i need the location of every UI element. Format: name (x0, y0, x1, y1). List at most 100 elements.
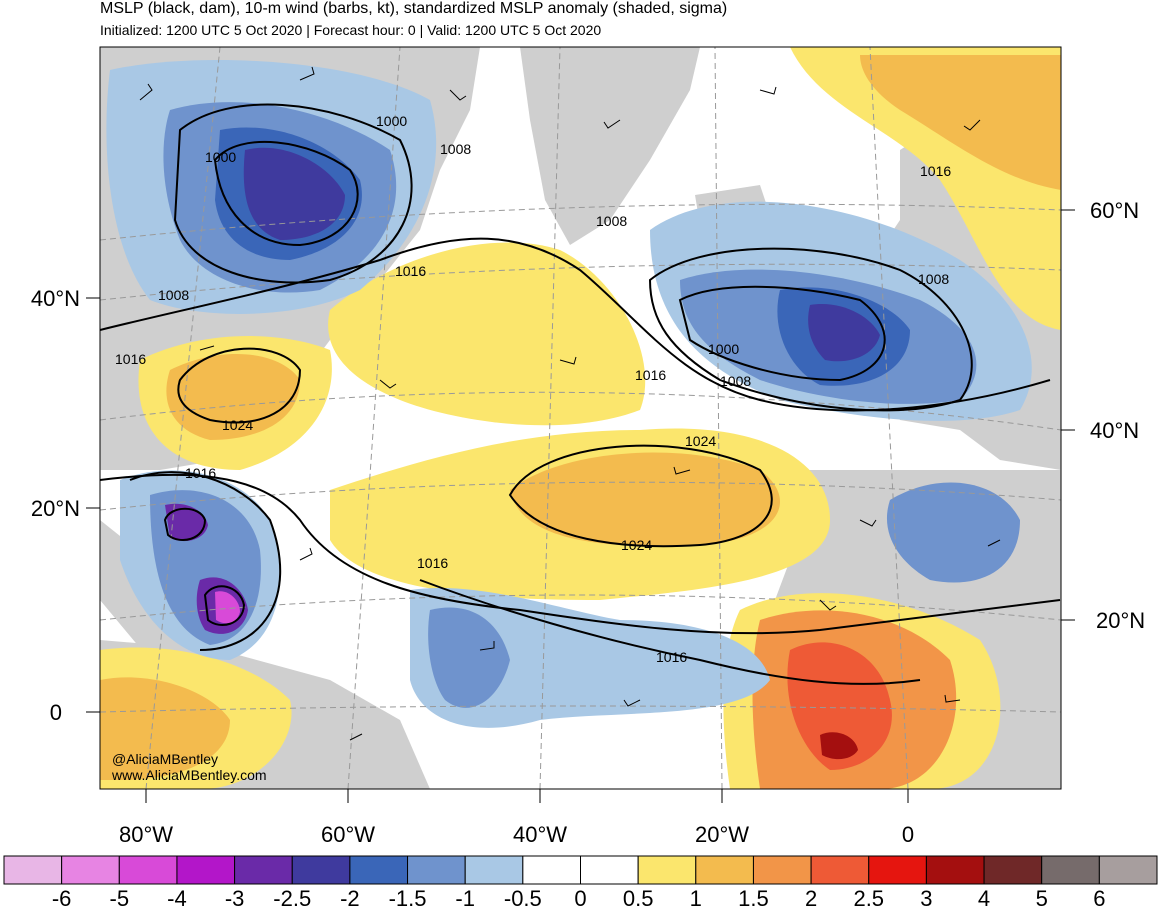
anomaly-orange-central (510, 452, 780, 547)
isobar-label: 1016 (635, 367, 666, 383)
isobar-1000-labrador (213, 140, 359, 247)
anomaly-red-africa (787, 642, 892, 770)
colorbar-swatch (349, 855, 409, 885)
land-greenland (520, 47, 700, 245)
colorbar-swatch (291, 855, 351, 885)
colorbar-swatch (176, 855, 236, 885)
isobar-1024-east-us (177, 347, 302, 424)
map-title: MSLP (black, dam), 10-m wind (barbs, kt)… (100, 0, 728, 17)
colorbar: -6 -5 -4 -3 -2.5 -2 -1.5 -1 -0.5 0 0.5 1 1.5 2 2.5 3 4 5 6 (3, 855, 1158, 911)
colorbar-swatch (983, 855, 1043, 885)
isobar-label: 1024 (621, 537, 652, 553)
isobar-labels: 1000 1008 1000 1008 1016 1008 1016 1024 … (115, 113, 951, 665)
isobar-label: 1000 (708, 341, 739, 357)
colorbar-swatch (464, 855, 524, 885)
colorbar-swatch (752, 855, 812, 885)
colorbar-swatch (1098, 855, 1158, 885)
colorbar-label: 1.5 (738, 886, 769, 911)
isobar-1008-iceland (648, 247, 973, 412)
isobar-label: 1000 (376, 113, 407, 129)
colorbar-swatch (118, 855, 178, 885)
colorbar-label: 4 (978, 886, 990, 911)
lon-label: 0 (902, 822, 914, 847)
isobar-label: 1016 (920, 163, 951, 179)
isobar-label: 1008 (596, 213, 627, 229)
colorbar-swatch (868, 855, 927, 885)
isobar-label: 1016 (656, 649, 687, 665)
colorbar-label: -2 (340, 886, 360, 911)
colorbar-label: -5 (110, 886, 130, 911)
colorbar-swatch (637, 855, 697, 885)
anomaly-purple-north-low (165, 503, 208, 542)
anomaly-orange-northeast (860, 55, 1061, 190)
isobar-label: 1008 (720, 373, 751, 389)
colorbar-label: 3 (920, 886, 932, 911)
isobar-label: 1024 (685, 433, 716, 449)
colorbar-swatch (522, 855, 581, 885)
colorbar-swatch (1041, 855, 1100, 885)
colorbar-label: 0 (574, 886, 586, 911)
lon-label: 80°W (119, 822, 173, 847)
isobar-label: 1000 (205, 149, 236, 165)
colorbar-label: 6 (1093, 886, 1105, 911)
map-frame (99, 46, 1062, 790)
isobar-label: 1008 (158, 287, 189, 303)
colorbar-swatch (925, 855, 985, 885)
isobar-label: 1008 (918, 271, 949, 287)
isobar-1008-labrador (173, 103, 413, 284)
anomaly-blue-mediterranean (886, 482, 1020, 583)
colorbar-label: 1 (690, 886, 702, 911)
colorbar-swatch (407, 855, 466, 885)
graticule (100, 47, 1061, 789)
anomaly-blue-tropics (428, 607, 510, 708)
isobar-label: 1016 (185, 465, 216, 481)
lat-label-right: 40°N (1090, 418, 1139, 443)
colorbar-label: -1 (455, 886, 475, 911)
wind-barbs (139, 66, 1001, 741)
anomaly-indigo-iceland (808, 304, 880, 362)
lat-label-left: 40°N (31, 286, 80, 311)
anomaly-lightblue-tropics (410, 587, 770, 728)
isobar-1024-central (508, 444, 773, 548)
lon-label: 20°W (695, 822, 749, 847)
colorbar-swatch (3, 855, 63, 885)
colorbar-label: -6 (52, 886, 72, 911)
colorbar-label: -4 (167, 886, 187, 911)
lat-label-left: 0 (50, 700, 62, 725)
colorbar-swatch (234, 855, 293, 885)
credit-site: www.AliciaMBentley.com (111, 767, 267, 783)
anomaly-negative (106, 60, 1032, 728)
isobar-1016-south (100, 473, 1061, 635)
colorbar-label: -2.5 (273, 886, 311, 911)
isobar-low-south (203, 585, 246, 626)
isobar-1016-caribbean (129, 471, 282, 651)
colorbar-label: -3 (225, 886, 245, 911)
isobar-label: 1016 (417, 555, 448, 571)
isobar-label: 1008 (440, 141, 471, 157)
colorbar-label: 5 (1036, 886, 1048, 911)
anomaly-indigo-labrador (243, 147, 345, 240)
isobar-label: 1016 (395, 263, 426, 279)
lat-label-right: 20°N (1096, 608, 1145, 633)
colorbar-label: 0.5 (623, 886, 654, 911)
left-lat-ticks (86, 297, 100, 713)
anomaly-orange-south-america (100, 677, 230, 780)
colorbar-label: -0.5 (504, 886, 542, 911)
anomaly-magenta-south-low (215, 591, 240, 624)
colorbar-swatch (61, 855, 120, 885)
right-lat-ticks (1061, 209, 1075, 621)
colorbar-label: 2 (805, 886, 817, 911)
isobar-1000-iceland (678, 285, 886, 382)
lat-label-right: 60°N (1090, 198, 1139, 223)
lat-label-left: 20°N (31, 496, 80, 521)
bottom-lon-ticks (145, 789, 909, 803)
colorbar-swatch (810, 855, 870, 885)
isobar-1016-tropics (419, 579, 921, 685)
colorbar-label: 2.5 (853, 886, 884, 911)
anomaly-darkred-africa (820, 732, 858, 760)
colorbar-swatch (695, 855, 754, 885)
credit-handle: @AliciaMBentley (112, 751, 218, 767)
lon-label: 60°W (321, 822, 375, 847)
map-subtitle: Initialized: 1200 UTC 5 Oct 2020 | Forec… (100, 22, 602, 38)
